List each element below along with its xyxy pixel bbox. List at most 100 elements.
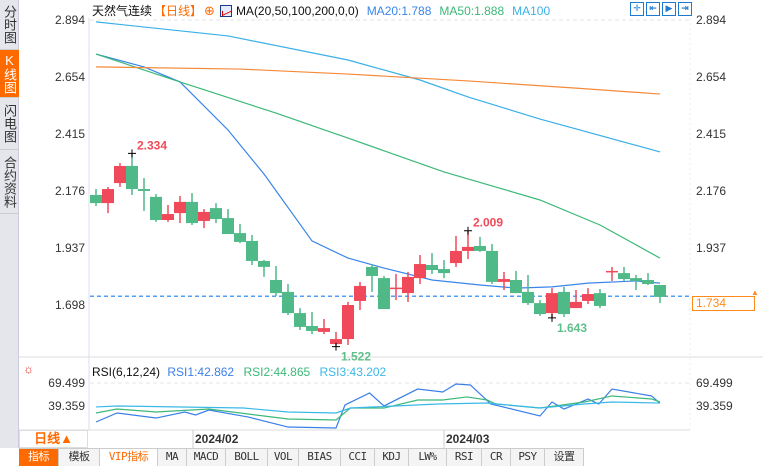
goto-end-icon[interactable]: ⇥ (678, 2, 692, 16)
period-selector[interactable]: 日线▲ (19, 430, 88, 448)
tab-lw[interactable]: LW% (409, 449, 447, 466)
price-tick-right: 2.176 (696, 184, 727, 198)
price-tick-left: 2.654 (54, 70, 85, 84)
rsi-tick-right: 39.359 (696, 399, 733, 413)
rsi-line-rsi3 (95, 401, 661, 414)
candle-up (582, 294, 594, 301)
tab-cr[interactable]: CR (482, 449, 511, 466)
candle-down (186, 201, 198, 224)
price-tick-left: 1.937 (54, 241, 85, 255)
candle-down (234, 233, 246, 242)
candle-down (486, 250, 498, 282)
candle-down (90, 195, 102, 204)
rsi2-value: RSI2:44.865 (243, 365, 311, 379)
extreme-marker (548, 313, 556, 322)
tab-vol[interactable]: VOL (268, 449, 299, 466)
sidebar-tab-flash-chart[interactable]: 闪电图 (0, 98, 19, 150)
period-label[interactable]: 【日线】 (154, 4, 203, 18)
ma-line-ma200 (95, 66, 661, 95)
current-price-tag: 1.734 (692, 296, 755, 311)
candle-down (210, 208, 222, 220)
x-tick-feb: 2024/02 (195, 432, 239, 446)
crosshair-plus-icon[interactable]: ⊕ (204, 2, 215, 18)
candle-down (438, 269, 450, 274)
price-tick-left: 2.176 (54, 184, 85, 198)
sidebar-tab-contract-info[interactable]: 合约资料 (0, 150, 19, 214)
price-tick-right: 1.937 (696, 241, 727, 255)
scroll-up-icon[interactable]: ▲ (751, 288, 759, 297)
candle-up (114, 165, 126, 184)
price-tick-left: 1.698 (54, 298, 85, 312)
ma-settings-icon[interactable] (219, 4, 232, 17)
zoom-range-icon[interactable]: ⇤ (646, 2, 660, 16)
candle-down (138, 189, 150, 191)
crosshair-icon[interactable]: ✛ (630, 2, 644, 16)
candle-up (498, 279, 510, 282)
tab-vip-indicators[interactable]: VIP指标 (100, 449, 158, 466)
rsi-header: RSI(6,12,24) RSI1:42.862 RSI2:44.865 RSI… (92, 365, 386, 379)
candle-down (642, 280, 654, 285)
price-tick-right: 2.894 (696, 13, 727, 27)
sidebar-tab-kline-chart[interactable]: K线图 (0, 50, 19, 98)
candle-up (318, 328, 330, 332)
candle-down (150, 196, 162, 220)
sidebar-tab-time-chart[interactable]: 分时图 (0, 0, 19, 50)
candle-up (606, 270, 618, 273)
candle-down (126, 165, 138, 190)
candle-up (546, 293, 558, 314)
candle-up (390, 287, 402, 290)
tab-ma[interactable]: MA (158, 449, 187, 466)
tab-rsi[interactable]: RSI (447, 449, 482, 466)
indicator-settings-icon[interactable]: ☼ (23, 362, 34, 376)
candle-down (366, 266, 378, 276)
ma100-value: MA100 (512, 3, 551, 18)
candle-down (378, 278, 390, 310)
tab-boll[interactable]: BOLL (226, 449, 268, 466)
candle-down (510, 280, 522, 294)
rsi-tick-left: 69.499 (48, 376, 85, 390)
sidebar: 分时图 K线图 闪电图 合约资料 (0, 0, 19, 448)
rsi-tick-left: 39.359 (48, 399, 85, 413)
ma-params[interactable]: MA(20,50,100,200,0,0) (235, 3, 359, 18)
candle-down (246, 240, 258, 261)
tab-macd[interactable]: MACD (187, 449, 226, 466)
candle-up (354, 285, 366, 301)
candle-up (330, 339, 342, 345)
candle-down (426, 265, 438, 270)
candle-down (270, 280, 282, 294)
low-label: 1.522 (341, 350, 371, 364)
candle-down (474, 245, 486, 251)
ma-line-ma100 (95, 21, 661, 153)
candle-down (306, 325, 318, 331)
play-icon[interactable]: ▶ (662, 2, 676, 16)
ma-line-ma50 (95, 53, 661, 259)
tab-psy[interactable]: PSY (511, 449, 545, 466)
candle-up (342, 305, 354, 340)
price-tick-right: 2.415 (696, 127, 727, 141)
chart-tools: ✛ ⇤ ▶ ⇥ (630, 2, 692, 16)
high-label: 2.334 (137, 138, 167, 152)
candle-up (450, 250, 462, 264)
tab-indicators[interactable]: 指标 (19, 449, 59, 466)
extreme-marker (332, 342, 340, 351)
tab-templates[interactable]: 模板 (59, 449, 100, 466)
tab-bias[interactable]: BIAS (299, 449, 341, 466)
tab-settings[interactable]: 设置 (545, 449, 584, 466)
rsi-params[interactable]: RSI(6,12,24) (92, 365, 161, 379)
tab-kdj[interactable]: KDJ (375, 449, 409, 466)
indicator-toolbar: 指标 模板 VIP指标 MA MACD BOLL VOL BIAS CCI KD… (19, 448, 584, 466)
candle-down (558, 291, 570, 315)
candle-down (522, 291, 534, 304)
instrument-title: 天然气连续 (92, 4, 153, 18)
candle-down (294, 313, 306, 327)
price-tick-left: 2.415 (54, 127, 85, 141)
low-label: 1.643 (557, 321, 587, 335)
tab-cci[interactable]: CCI (341, 449, 375, 466)
candle-up (570, 301, 582, 309)
candle-down (534, 303, 546, 315)
candle-up (102, 189, 114, 204)
extreme-marker (464, 226, 472, 235)
ma50-value: MA50:1.888 (439, 3, 505, 18)
candle-down (618, 273, 630, 280)
